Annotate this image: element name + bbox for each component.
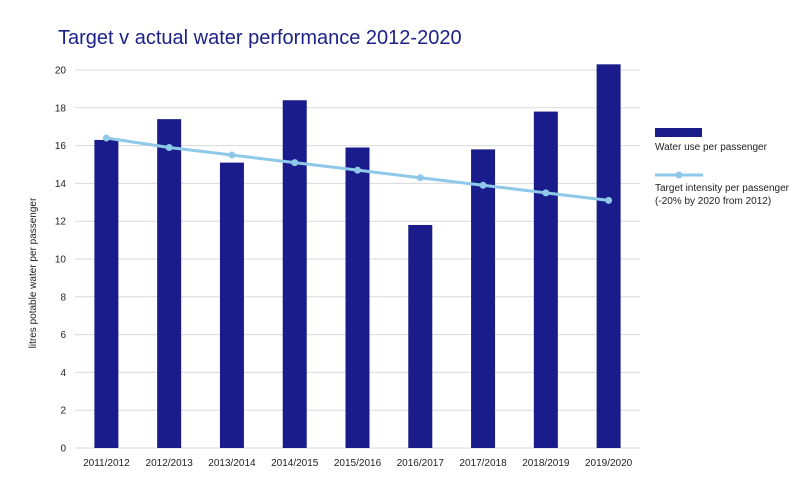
legend-swatch-bar [655,128,702,137]
bar [533,111,558,448]
y-tick-label: 14 [55,179,67,190]
legend: Water use per passenger Target intensity… [655,128,790,207]
y-tick-label: 12 [55,217,67,228]
line-point [228,151,236,159]
legend-label-line: Target intensity per passenger [655,183,790,194]
chart-title: Target v actual water performance 2012-2… [58,27,462,49]
line-series [102,134,613,204]
x-tick-label: 2013/2014 [208,458,256,469]
bar [219,162,244,449]
x-tick-label: 2014/2015 [271,458,319,469]
y-tick-label: 2 [60,406,66,417]
y-tick-label: 18 [55,103,67,114]
bar-series [94,64,621,449]
line-point [165,143,173,151]
x-tick-label: 2017/2018 [459,458,507,469]
x-tick-label: 2015/2016 [334,458,382,469]
line-point [542,189,550,197]
y-tick-label: 6 [60,330,66,341]
legend-swatch-marker [675,171,683,179]
x-tick-label: 2019/2020 [585,458,633,469]
line-point [291,159,299,167]
bar [94,139,119,448]
line-point [102,134,110,142]
line-point [479,181,487,189]
bar [471,149,496,448]
bar [596,64,621,448]
legend-label-line-note: (-20% by 2020 from 2012) [655,196,771,207]
bar [157,119,182,448]
y-tick-label: 8 [60,292,66,303]
x-axis-ticks: 2011/2012 2012/2013 2013/2014 2014/2015 2015… [83,458,633,469]
x-tick-label: 2011/2012 [83,458,130,469]
y-axis-ticks: 0 2 4 6 8 10 12 14 16 18 20 [55,66,67,455]
bar [408,224,433,448]
legend-label-bar: Water use per passenger [655,142,768,153]
y-axis-label: litres potable water per passenger [28,197,39,348]
y-tick-label: 10 [55,255,67,266]
x-tick-label: 2018/2019 [522,458,570,469]
x-tick-label: 2012/2013 [146,458,194,469]
y-tick-label: 20 [55,66,67,77]
line-point [354,166,361,174]
y-tick-label: 4 [60,368,66,379]
bar [345,147,370,449]
y-tick-label: 16 [55,141,67,152]
line-point [605,196,613,204]
y-tick-label: 0 [60,444,66,455]
x-tick-label: 2016/2017 [397,458,445,469]
line-point [416,174,424,182]
bar [282,100,307,449]
